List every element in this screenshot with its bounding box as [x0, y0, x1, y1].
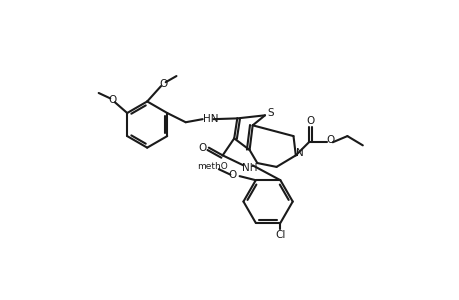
Text: NH: NH: [241, 163, 257, 173]
Text: O: O: [159, 79, 167, 89]
Text: O: O: [228, 169, 236, 180]
Text: HN: HN: [202, 114, 218, 124]
Text: S: S: [267, 108, 274, 118]
Text: Cl: Cl: [274, 230, 285, 240]
Text: N: N: [295, 148, 303, 158]
Text: methO: methO: [197, 162, 228, 171]
Text: O: O: [108, 95, 117, 105]
Text: O: O: [325, 135, 334, 145]
Text: O: O: [306, 116, 314, 127]
Text: O: O: [198, 143, 206, 153]
